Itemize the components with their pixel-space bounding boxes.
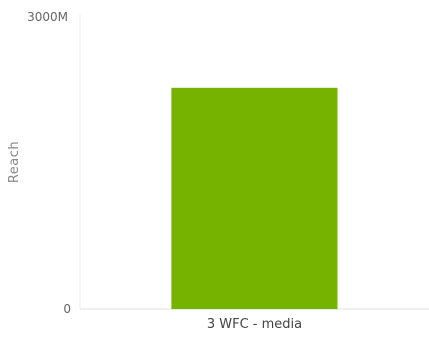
y-tick-label-max: 3000M	[27, 10, 68, 24]
y-axis-title: Reach	[7, 141, 22, 183]
x-category-label-0: 3 WFC - media	[207, 317, 302, 332]
y-tick-label-min: 0	[63, 302, 71, 316]
bar-0[interactable]	[171, 87, 338, 310]
category-labels-group: 3 WFC - media	[207, 317, 302, 332]
bars-group	[171, 87, 338, 310]
